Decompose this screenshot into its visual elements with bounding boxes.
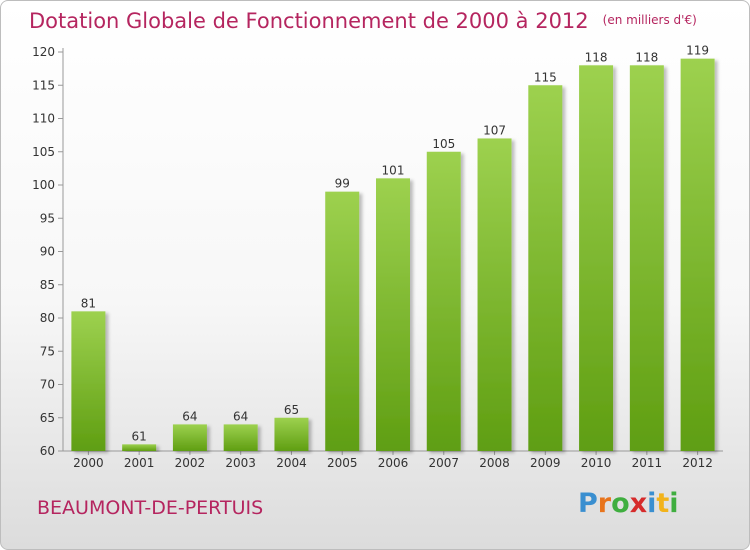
x-tick-label: 2003: [225, 456, 256, 470]
y-tick-label: 110: [32, 112, 55, 126]
value-label: 64: [182, 409, 197, 423]
bar: [579, 65, 614, 452]
brand-letter: i: [647, 488, 657, 519]
bar: [426, 151, 461, 451]
chart-title: Dotation Globale de Fonctionnement de 20…: [29, 9, 697, 33]
x-tick-label: 2009: [530, 456, 561, 470]
y-tick-label: 75: [40, 344, 55, 358]
value-labels: 81 61 64 64 65 99 101 105 107 115 118 118 119: [81, 44, 709, 444]
value-label: 101: [382, 163, 405, 177]
value-label: 107: [483, 123, 506, 137]
y-tick-label: 65: [40, 411, 55, 425]
bar: [376, 178, 410, 451]
bar: [528, 85, 563, 451]
y-tick-label: 60: [40, 444, 55, 458]
value-label: 81: [81, 296, 96, 310]
bar: [71, 311, 106, 451]
y-tick-label: 95: [40, 211, 55, 225]
brand-letter: i: [669, 488, 679, 519]
y-tick-label: 115: [32, 78, 55, 92]
bar: [223, 424, 258, 451]
brand-letter: t: [656, 488, 670, 519]
bar: [680, 58, 715, 452]
y-tick-label: 120: [32, 45, 55, 59]
x-tick-label: 2012: [682, 456, 713, 470]
value-label: 64: [233, 409, 248, 423]
x-tick-label: 2002: [175, 456, 206, 470]
y-tick-label: 70: [40, 378, 55, 392]
y-tick-label: 85: [40, 278, 55, 292]
bar: [325, 191, 360, 451]
brand-letter: P: [578, 488, 598, 519]
bar: [122, 444, 157, 451]
value-label: 65: [284, 403, 299, 417]
y-tick-label: 100: [32, 178, 55, 192]
brand-letter: x: [629, 488, 648, 519]
value-label: 105: [432, 137, 455, 151]
x-tick-label: 2001: [124, 456, 155, 470]
x-tick-label: 2010: [581, 456, 612, 470]
y-tick-label: 80: [40, 311, 55, 325]
value-label: 115: [534, 70, 557, 84]
x-tick-label: 2011: [632, 456, 663, 470]
value-label: 61: [132, 429, 147, 443]
bar: [172, 424, 207, 451]
x-tick-label: 2005: [327, 456, 358, 470]
x-tick-label: 2006: [378, 456, 409, 470]
chart-unit: (en milliers d'€): [602, 13, 697, 27]
value-label: 118: [635, 50, 658, 64]
y-tick-label: 90: [40, 245, 55, 259]
y-tick-label: 105: [32, 145, 55, 159]
brand-letter: o: [611, 488, 630, 519]
place-name: BEAUMONT-DE-PERTUIS: [37, 497, 264, 519]
axes: 60 65 70 75 80 85 90 95 100 105 110 115 120 2000 2001 2…: [32, 45, 723, 470]
bar: [629, 65, 664, 452]
x-tick-label: 2007: [428, 456, 459, 470]
x-tick-label: 2004: [276, 456, 307, 470]
bar: [477, 138, 512, 451]
chart-title-text: Dotation Globale de Fonctionnement de 20…: [29, 9, 589, 33]
value-label: 118: [585, 50, 608, 64]
brand-letter: r: [597, 488, 612, 519]
bar: [274, 417, 309, 451]
value-label: 99: [335, 177, 350, 191]
value-label: 119: [686, 44, 709, 58]
brand-logo: Proxiti: [578, 488, 679, 519]
x-tick-label: 2000: [73, 456, 104, 470]
x-tick-label: 2008: [479, 456, 510, 470]
bars: [71, 58, 715, 452]
